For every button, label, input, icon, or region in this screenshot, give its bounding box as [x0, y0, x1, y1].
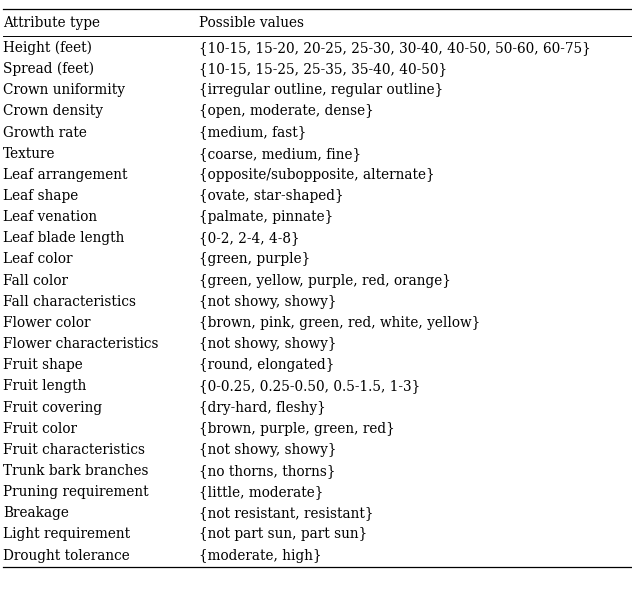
- Text: Flower color: Flower color: [3, 316, 90, 330]
- Text: {green, yellow, purple, red, orange}: {green, yellow, purple, red, orange}: [199, 274, 451, 287]
- Text: {palmate, pinnate}: {palmate, pinnate}: [199, 210, 333, 224]
- Text: {no thorns, thorns}: {no thorns, thorns}: [199, 464, 336, 478]
- Text: Leaf color: Leaf color: [3, 253, 73, 267]
- Text: {round, elongated}: {round, elongated}: [199, 358, 334, 372]
- Text: Fruit color: Fruit color: [3, 422, 77, 435]
- Text: Leaf shape: Leaf shape: [3, 189, 78, 203]
- Text: {coarse, medium, fine}: {coarse, medium, fine}: [199, 147, 362, 160]
- Text: Fall color: Fall color: [3, 274, 68, 287]
- Text: Crown uniformity: Crown uniformity: [3, 83, 125, 97]
- Text: Breakage: Breakage: [3, 506, 69, 520]
- Text: Growth rate: Growth rate: [3, 126, 87, 140]
- Text: Possible values: Possible values: [199, 15, 304, 30]
- Text: Fruit characteristics: Fruit characteristics: [3, 443, 145, 457]
- Text: {open, moderate, dense}: {open, moderate, dense}: [199, 104, 374, 119]
- Text: Fruit length: Fruit length: [3, 379, 87, 394]
- Text: {not resistant, resistant}: {not resistant, resistant}: [199, 506, 374, 520]
- Text: {opposite/subopposite, alternate}: {opposite/subopposite, alternate}: [199, 168, 435, 182]
- Text: {not showy, showy}: {not showy, showy}: [199, 295, 337, 309]
- Text: Texture: Texture: [3, 147, 56, 160]
- Text: {10-15, 15-25, 25-35, 35-40, 40-50}: {10-15, 15-25, 25-35, 35-40, 40-50}: [199, 62, 447, 76]
- Text: Fruit shape: Fruit shape: [3, 358, 83, 372]
- Text: {irregular outline, regular outline}: {irregular outline, regular outline}: [199, 83, 443, 97]
- Text: Spread (feet): Spread (feet): [3, 62, 94, 76]
- Text: {10-15, 15-20, 20-25, 25-30, 30-40, 40-50, 50-60, 60-75}: {10-15, 15-20, 20-25, 25-30, 30-40, 40-5…: [199, 41, 591, 55]
- Text: {medium, fast}: {medium, fast}: [199, 126, 307, 140]
- Text: {moderate, high}: {moderate, high}: [199, 549, 322, 562]
- Text: Fruit covering: Fruit covering: [3, 401, 102, 415]
- Text: {dry-hard, fleshy}: {dry-hard, fleshy}: [199, 401, 326, 415]
- Text: {green, purple}: {green, purple}: [199, 253, 310, 267]
- Text: Trunk bark branches: Trunk bark branches: [3, 464, 149, 478]
- Text: {0-2, 2-4, 4-8}: {0-2, 2-4, 4-8}: [199, 231, 300, 245]
- Text: Crown density: Crown density: [3, 104, 103, 119]
- Text: {little, moderate}: {little, moderate}: [199, 485, 324, 499]
- Text: Leaf blade length: Leaf blade length: [3, 231, 125, 245]
- Text: {not showy, showy}: {not showy, showy}: [199, 443, 337, 457]
- Text: Attribute type: Attribute type: [3, 15, 100, 30]
- Text: Leaf venation: Leaf venation: [3, 210, 97, 224]
- Text: {brown, pink, green, red, white, yellow}: {brown, pink, green, red, white, yellow}: [199, 316, 480, 330]
- Text: Flower characteristics: Flower characteristics: [3, 337, 159, 351]
- Text: {not part sun, part sun}: {not part sun, part sun}: [199, 527, 367, 542]
- Text: Drought tolerance: Drought tolerance: [3, 549, 130, 562]
- Text: Light requirement: Light requirement: [3, 527, 130, 542]
- Text: Fall characteristics: Fall characteristics: [3, 295, 136, 309]
- Text: {0-0.25, 0.25-0.50, 0.5-1.5, 1-3}: {0-0.25, 0.25-0.50, 0.5-1.5, 1-3}: [199, 379, 420, 394]
- Text: Pruning requirement: Pruning requirement: [3, 485, 149, 499]
- Text: {not showy, showy}: {not showy, showy}: [199, 337, 337, 351]
- Text: Leaf arrangement: Leaf arrangement: [3, 168, 128, 182]
- Text: {brown, purple, green, red}: {brown, purple, green, red}: [199, 422, 395, 435]
- Text: Height (feet): Height (feet): [3, 41, 92, 55]
- Text: {ovate, star-shaped}: {ovate, star-shaped}: [199, 189, 344, 203]
